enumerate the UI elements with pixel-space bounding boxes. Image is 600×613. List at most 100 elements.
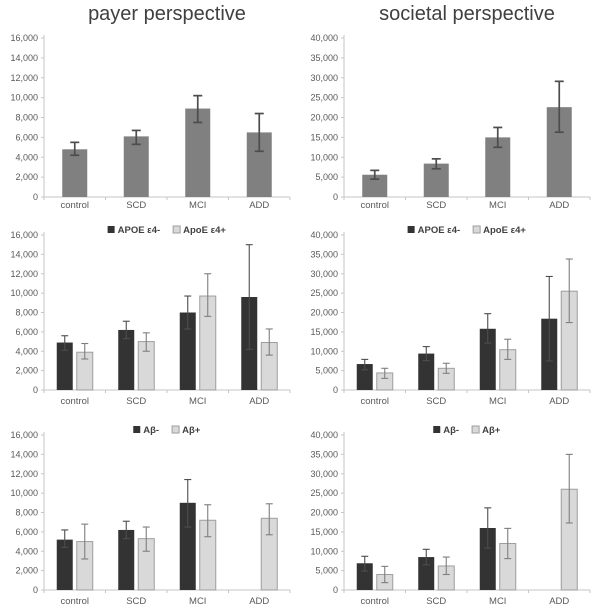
y-tick-label: 16,000 bbox=[10, 33, 38, 43]
legend: APOE ε4- ApoE ε4+ bbox=[407, 225, 526, 236]
y-tick-label: 8,000 bbox=[15, 508, 38, 518]
bar-control bbox=[356, 563, 373, 590]
y-tick-label: 0 bbox=[33, 192, 38, 202]
x-category-label: ADD bbox=[549, 396, 569, 407]
x-category-label: control bbox=[360, 200, 389, 211]
x-category-label: MCI bbox=[489, 596, 506, 607]
x-category-label: ADD bbox=[249, 396, 269, 407]
y-tick-label: 12,000 bbox=[10, 73, 38, 83]
legend-label: Aβ+ bbox=[182, 425, 201, 436]
error-bar bbox=[381, 565, 389, 584]
error-bar bbox=[142, 526, 150, 552]
error-bar bbox=[493, 126, 503, 149]
x-category-label: MCI bbox=[189, 596, 206, 607]
y-tick-label: 8,000 bbox=[15, 308, 38, 318]
error-bar bbox=[504, 527, 512, 560]
y-tick-label: 2,000 bbox=[15, 366, 38, 376]
legend-swatch-dark bbox=[107, 226, 115, 233]
error-bar bbox=[565, 258, 573, 324]
y-tick-label: 2,000 bbox=[15, 566, 38, 576]
bar-control bbox=[356, 364, 373, 390]
y-tick-label: 15,000 bbox=[310, 327, 338, 337]
y-tick-label: 35,000 bbox=[310, 449, 338, 459]
y-tick-label: 4,000 bbox=[15, 546, 38, 556]
y-tick-label: 15,000 bbox=[310, 132, 338, 142]
legend-label: APOE ε4- bbox=[418, 225, 461, 236]
y-tick-label: 10,000 bbox=[10, 93, 38, 103]
y-tick-label: 4,000 bbox=[15, 152, 38, 162]
x-category-label: control bbox=[60, 396, 89, 407]
y-tick-label: 0 bbox=[333, 585, 338, 595]
y-tick-label: 12,000 bbox=[10, 269, 38, 279]
y-tick-label: 30,000 bbox=[310, 469, 338, 479]
x-category-label: MCI bbox=[189, 396, 206, 407]
error-bar bbox=[122, 520, 130, 540]
chart-societal-overall: societal perspective 0 5,000 10,000 15,000 2… bbox=[300, 0, 600, 213]
y-tick-label: 10,000 bbox=[310, 546, 338, 556]
x-category-label: MCI bbox=[189, 200, 206, 211]
y-tick-label: 35,000 bbox=[310, 53, 338, 63]
y-tick-label: 2,000 bbox=[15, 172, 38, 182]
bar-MCI bbox=[479, 528, 496, 590]
y-tick-label: 10,000 bbox=[310, 346, 338, 356]
y-tick-label: 5,000 bbox=[315, 566, 338, 576]
error-bar bbox=[184, 479, 192, 528]
y-tick-label: 40,000 bbox=[310, 33, 338, 43]
error-bar bbox=[122, 320, 130, 340]
y-tick-label: 25,000 bbox=[310, 288, 338, 298]
bar-SCD bbox=[418, 353, 435, 390]
error-bar bbox=[484, 313, 492, 344]
x-category-label: ADD bbox=[249, 200, 269, 211]
bar-SCD bbox=[418, 557, 435, 590]
legend-swatch-dark bbox=[407, 226, 415, 233]
error-bar bbox=[565, 453, 573, 524]
legend-label: Aβ- bbox=[443, 425, 459, 436]
legend-swatch-dark bbox=[133, 426, 141, 433]
x-category-label: ADD bbox=[249, 596, 269, 607]
error-bar bbox=[254, 112, 264, 153]
x-category-label: ADD bbox=[549, 200, 569, 211]
y-tick-label: 16,000 bbox=[10, 230, 38, 240]
error-bar bbox=[361, 358, 369, 371]
error-bar bbox=[422, 346, 430, 362]
chart-payer-abeta: 0 2,000 4,000 6,000 8,000 10,000 12,000 14,000 1… bbox=[0, 413, 300, 613]
error-bar bbox=[361, 555, 369, 572]
y-tick-label: 0 bbox=[33, 385, 38, 395]
y-tick-label: 10,000 bbox=[10, 288, 38, 298]
error-bar bbox=[504, 338, 512, 360]
chart-canvas-payer-abeta: 0 2,000 4,000 6,000 8,000 10,000 12,000 14,000 1… bbox=[10, 425, 291, 607]
y-tick-label: 6,000 bbox=[15, 132, 38, 142]
bar-MCI bbox=[179, 502, 196, 590]
legend-label: ApoE ε4+ bbox=[183, 225, 226, 236]
error-bar bbox=[265, 503, 273, 536]
y-tick-label: 16,000 bbox=[10, 430, 38, 440]
chart-societal-apoe: 0 5,000 10,000 15,000 20,000 25,000 30,000 35,0… bbox=[300, 213, 600, 413]
bar-control bbox=[362, 174, 388, 197]
chart-canvas-societal-abeta: 0 5,000 10,000 15,000 20,000 25,000 30,000 35,0… bbox=[310, 425, 591, 607]
x-category-label: MCI bbox=[489, 396, 506, 407]
y-tick-label: 10,000 bbox=[310, 152, 338, 162]
legend: APOE ε4- ApoE ε4+ bbox=[107, 225, 226, 236]
error-bar bbox=[184, 295, 192, 330]
legend-label: Aβ+ bbox=[482, 425, 501, 436]
error-bar bbox=[61, 529, 69, 548]
chart-canvas-societal-apoe: 0 5,000 10,000 15,000 20,000 25,000 30,000 35,0… bbox=[310, 225, 591, 407]
error-bar bbox=[193, 94, 203, 124]
error-bar bbox=[422, 548, 430, 566]
y-tick-label: 14,000 bbox=[10, 249, 38, 259]
chart-title-payer: payer perspective bbox=[88, 3, 246, 25]
error-bar bbox=[70, 141, 80, 157]
y-tick-label: 14,000 bbox=[10, 449, 38, 459]
y-tick-label: 35,000 bbox=[310, 249, 338, 259]
y-tick-label: 0 bbox=[333, 385, 338, 395]
bar-control bbox=[62, 149, 88, 197]
bar-SCD bbox=[123, 136, 149, 197]
bar-SCD bbox=[118, 329, 135, 390]
error-bar bbox=[484, 507, 492, 549]
y-tick-label: 30,000 bbox=[310, 269, 338, 279]
error-bar bbox=[381, 367, 389, 379]
bar-MCI bbox=[179, 312, 196, 390]
y-tick-label: 30,000 bbox=[310, 73, 338, 83]
y-tick-label: 6,000 bbox=[15, 327, 38, 337]
